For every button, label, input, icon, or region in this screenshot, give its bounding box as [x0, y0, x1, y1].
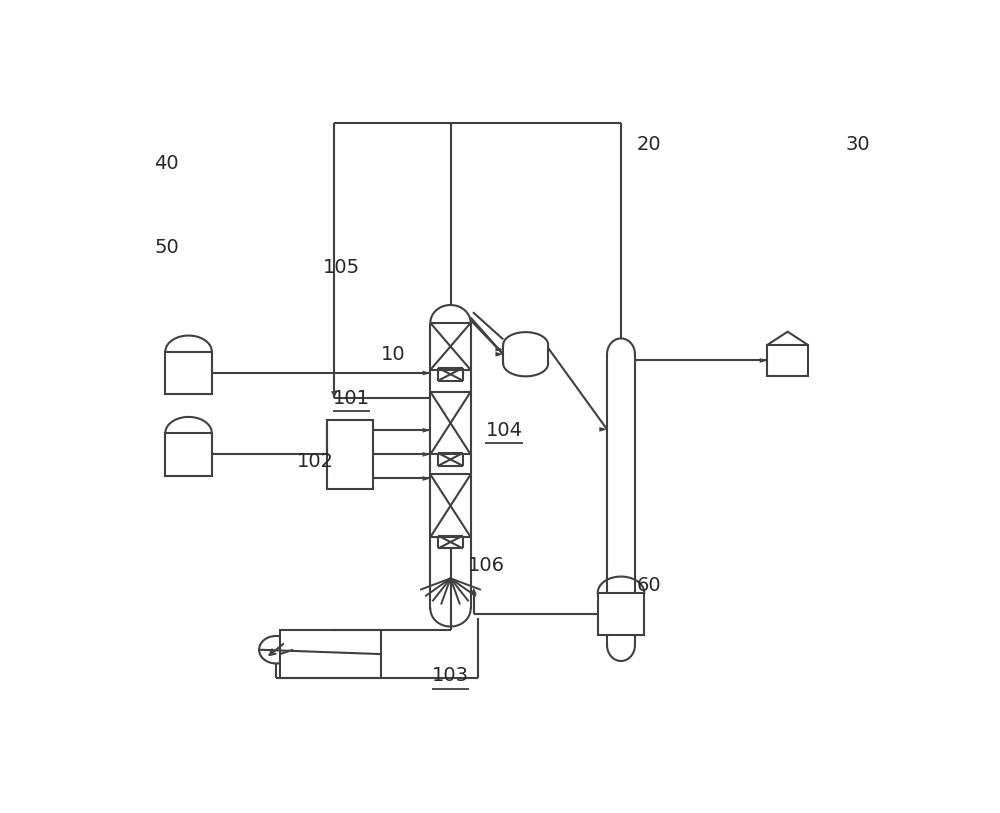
Text: 101: 101	[333, 389, 370, 407]
Text: 102: 102	[297, 452, 334, 472]
Polygon shape	[495, 352, 503, 357]
Polygon shape	[423, 476, 430, 480]
Text: 10: 10	[381, 345, 405, 363]
Circle shape	[259, 636, 293, 663]
Polygon shape	[599, 427, 607, 432]
Polygon shape	[423, 428, 430, 433]
Bar	[280, 629, 381, 679]
Text: 50: 50	[154, 238, 179, 257]
Bar	[598, 593, 644, 635]
Text: 30: 30	[846, 135, 870, 154]
Polygon shape	[471, 588, 477, 594]
Text: 103: 103	[432, 667, 469, 685]
Text: 40: 40	[154, 154, 179, 173]
Bar	[165, 433, 212, 476]
Polygon shape	[495, 347, 503, 351]
Text: 104: 104	[485, 421, 522, 440]
Text: 106: 106	[468, 556, 505, 576]
Polygon shape	[331, 391, 337, 398]
Polygon shape	[423, 371, 430, 376]
Polygon shape	[760, 358, 767, 363]
Text: 60: 60	[637, 576, 661, 595]
Bar	[165, 352, 212, 394]
Bar	[326, 420, 373, 489]
Bar	[767, 345, 808, 376]
Text: 105: 105	[323, 259, 360, 277]
Polygon shape	[423, 452, 430, 457]
Text: 20: 20	[637, 135, 661, 154]
